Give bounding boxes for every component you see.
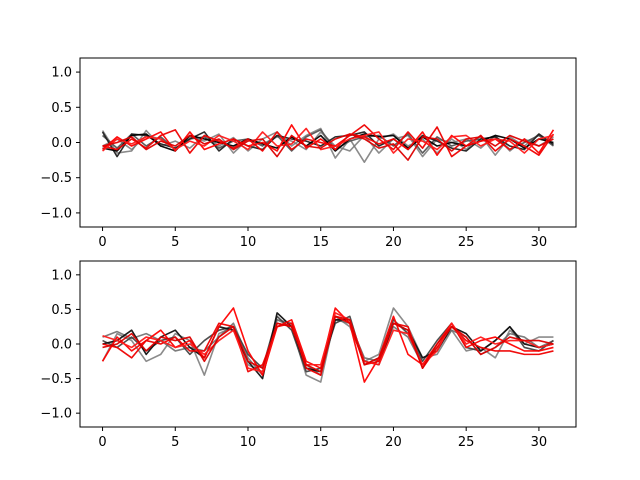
y-tick-label: 1.0 — [51, 268, 72, 283]
y-tick-label: −1.0 — [40, 206, 72, 221]
y-tick-label: 0.5 — [51, 101, 72, 116]
y-tick-label: −0.5 — [40, 372, 72, 387]
series-line-6 — [102, 312, 554, 373]
series-line-7 — [102, 127, 554, 154]
top-subplot: 0 5 10 15 20 25 30 −1.0 −0.5 0.0 0.5 1.0 — [40, 57, 577, 250]
x-tick-label: 0 — [98, 235, 106, 250]
y-tick-label: −0.5 — [40, 171, 72, 186]
x-tick-label: 20 — [385, 235, 402, 250]
y-tick-label: 0.0 — [51, 338, 72, 353]
x-tick-label: 5 — [171, 235, 179, 250]
x-tick-label: 0 — [98, 435, 106, 450]
x-tick-label: 25 — [458, 435, 475, 450]
x-tick-label: 30 — [531, 435, 548, 450]
y-tick-label: 1.0 — [51, 66, 72, 81]
x-tick-label: 5 — [171, 435, 179, 450]
series-line-8 — [102, 133, 554, 161]
x-tick-label: 15 — [312, 235, 329, 250]
y-tick-label: −1.0 — [40, 407, 72, 422]
x-tick-label: 10 — [240, 235, 257, 250]
x-tick-label: 15 — [312, 435, 329, 450]
bottom-subplot: 0 5 10 15 20 25 30 −1.0 −0.5 0.0 0.5 1.0 — [40, 260, 577, 450]
x-tick-label: 20 — [385, 435, 402, 450]
x-tick-label: 25 — [458, 235, 475, 250]
y-tick-label: 0.0 — [51, 136, 72, 151]
series-group — [101, 307, 554, 383]
x-tick-label: 10 — [240, 435, 257, 450]
y-tick-label: 0.5 — [51, 303, 72, 318]
x-tick-label: 30 — [531, 235, 548, 250]
series-group — [101, 124, 555, 164]
series-line-7 — [102, 315, 554, 373]
